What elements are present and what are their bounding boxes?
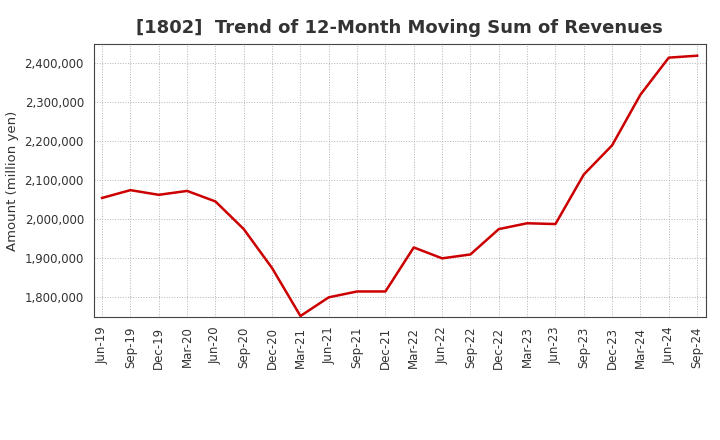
Title: [1802]  Trend of 12-Month Moving Sum of Revenues: [1802] Trend of 12-Month Moving Sum of R… (136, 19, 663, 37)
Y-axis label: Amount (million yen): Amount (million yen) (6, 110, 19, 250)
